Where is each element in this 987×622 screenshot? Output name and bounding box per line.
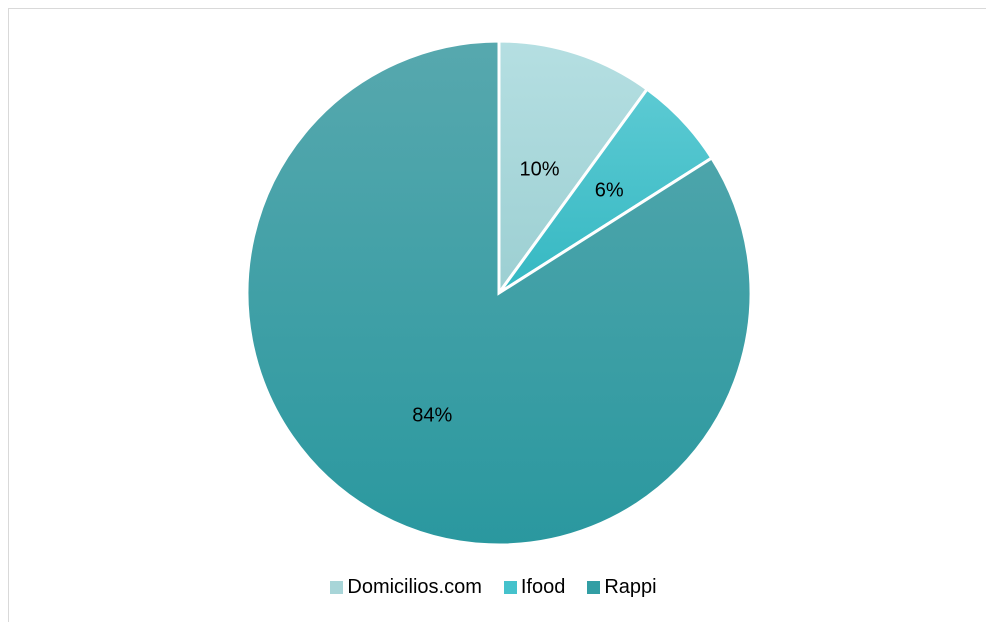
legend-label-rappi: Rappi xyxy=(604,576,657,598)
legend-item-domicilios: Domicilios.com xyxy=(330,576,482,599)
legend-swatch-domicilios xyxy=(330,581,344,594)
legend-item-rappi: Rappi xyxy=(587,576,657,599)
legend-swatch-ifood xyxy=(503,581,517,594)
legend-label-ifood: Ifood xyxy=(520,576,566,598)
legend: Domicilios.com Ifood Rappi xyxy=(0,576,987,599)
chart-frame xyxy=(8,8,986,622)
pie-slice-rappi xyxy=(245,39,753,547)
slice-label-domicilios: 10% xyxy=(519,158,559,180)
legend-item-ifood: Ifood xyxy=(503,576,566,599)
legend-swatch-rappi xyxy=(587,581,601,594)
slice-label-ifood: 6% xyxy=(595,179,624,201)
legend-label-domicilios: Domicilios.com xyxy=(347,576,482,598)
pie-slice-domicilios xyxy=(497,39,650,298)
slice-label-rappi: 84% xyxy=(412,404,452,426)
